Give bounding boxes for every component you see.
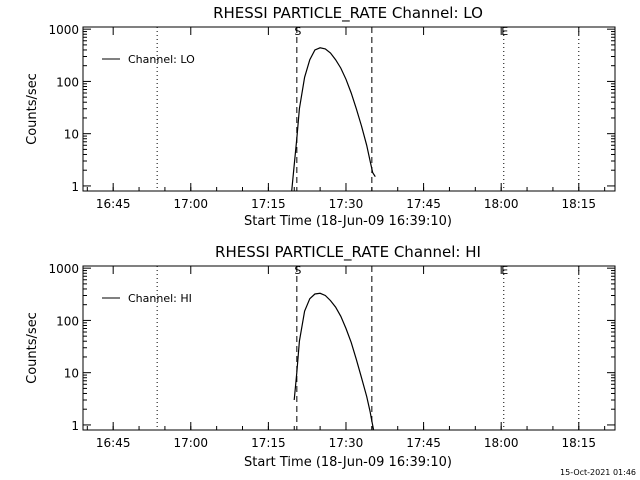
x-tick-label: 17:45 <box>406 197 441 211</box>
y-tick-label: 10 <box>64 128 79 142</box>
chart-panel-hi: RHESSI PARTICLE_RATE Channel: HI Start T… <box>25 243 616 470</box>
y-axis-label: Counts/sec <box>25 73 40 145</box>
series-line <box>291 47 376 192</box>
x-tick-label: 16:45 <box>96 436 131 450</box>
x-tick-label: 18:00 <box>484 197 519 211</box>
x-tick-label: 16:45 <box>96 197 131 211</box>
y-tick-label: 1000 <box>48 262 79 276</box>
chart-panel-lo: RHESSI PARTICLE_RATE Channel: LO Start T… <box>25 4 616 229</box>
footer-timestamp: 15-Oct-2021 01:46 <box>560 468 636 477</box>
y-tick-label: 1 <box>71 419 79 433</box>
x-tick-label: 17:00 <box>173 436 208 450</box>
x-tick-label: 17:30 <box>329 436 364 450</box>
x-tick-label: 18:15 <box>561 436 596 450</box>
x-tick-label: 17:45 <box>406 436 441 450</box>
event-marker-label: S <box>294 25 301 38</box>
x-axis-label: Start Time (18-Jun-09 16:39:10) <box>244 455 452 470</box>
y-tick-label: 100 <box>56 75 79 89</box>
series-line <box>293 292 375 431</box>
x-tick-label: 17:30 <box>329 197 364 211</box>
x-tick-label: 17:15 <box>251 197 286 211</box>
x-tick-label: 18:15 <box>561 197 596 211</box>
y-tick-label: 100 <box>56 314 79 328</box>
y-axis-label: Counts/sec <box>25 312 40 384</box>
event-marker-label: S <box>294 264 301 277</box>
plot-frame <box>82 265 616 431</box>
event-marker-label: E <box>501 25 508 38</box>
y-tick-label: 1000 <box>48 23 79 37</box>
x-tick-label: 18:00 <box>484 436 519 450</box>
legend-label: Channel: LO <box>128 53 195 66</box>
x-axis-label: Start Time (18-Jun-09 16:39:10) <box>244 214 452 229</box>
plot-frame <box>82 26 616 192</box>
x-tick-label: 17:15 <box>251 436 286 450</box>
chart-title: RHESSI PARTICLE_RATE Channel: LO <box>213 4 483 23</box>
x-tick-label: 17:00 <box>173 197 208 211</box>
y-tick-label: 1 <box>71 180 79 194</box>
y-tick-label: 10 <box>64 367 79 381</box>
legend-label: Channel: HI <box>128 292 192 305</box>
chart-title: RHESSI PARTICLE_RATE Channel: HI <box>215 243 481 262</box>
event-marker-label: E <box>501 264 508 277</box>
